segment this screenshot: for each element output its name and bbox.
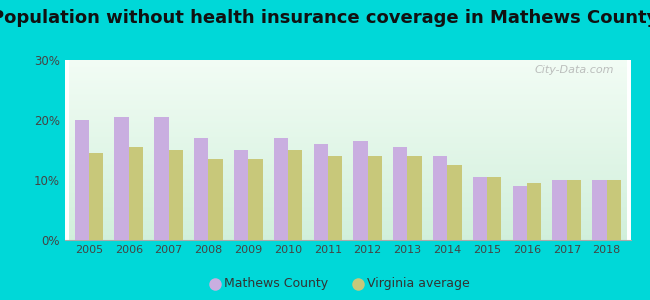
Text: Population without health insurance coverage in Mathews County: Population without health insurance cove… xyxy=(0,9,650,27)
Bar xyxy=(487,177,501,240)
Bar xyxy=(194,138,209,240)
Bar xyxy=(408,156,422,240)
Text: City-Data.com: City-Data.com xyxy=(534,65,614,75)
Bar xyxy=(606,180,621,240)
Bar xyxy=(313,144,328,240)
Bar xyxy=(288,150,302,240)
Bar xyxy=(552,180,567,240)
Bar xyxy=(433,156,447,240)
Bar xyxy=(75,120,89,240)
Bar xyxy=(154,117,168,240)
Bar xyxy=(473,177,487,240)
Bar xyxy=(274,138,288,240)
Bar xyxy=(129,147,143,240)
Bar xyxy=(368,156,382,240)
Text: Mathews County: Mathews County xyxy=(224,277,328,290)
Bar xyxy=(168,150,183,240)
Bar xyxy=(567,180,581,240)
Bar xyxy=(393,147,408,240)
Bar xyxy=(248,159,263,240)
Bar xyxy=(527,183,541,240)
Bar xyxy=(89,153,103,240)
Bar xyxy=(447,165,462,240)
Bar xyxy=(114,117,129,240)
Bar xyxy=(592,180,606,240)
Bar xyxy=(354,141,368,240)
Bar xyxy=(513,186,527,240)
Bar xyxy=(234,150,248,240)
Bar xyxy=(328,156,342,240)
Text: Virginia average: Virginia average xyxy=(367,277,470,290)
Bar xyxy=(209,159,223,240)
